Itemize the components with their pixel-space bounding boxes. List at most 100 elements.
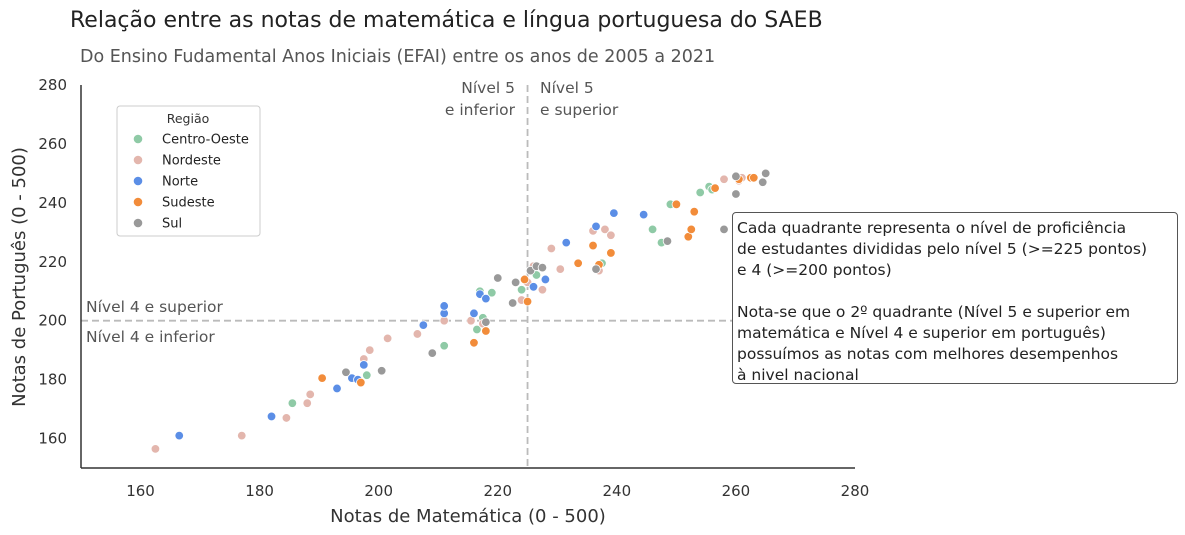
legend-label: Centro-Oeste bbox=[162, 133, 249, 148]
point-centro-oeste bbox=[287, 398, 298, 408]
y-tick-label: 240 bbox=[38, 194, 67, 212]
point-sul bbox=[481, 317, 491, 327]
point-sudeste bbox=[469, 338, 479, 348]
point-sudeste bbox=[522, 296, 533, 307]
point-nordeste bbox=[302, 398, 312, 408]
point-nordeste bbox=[150, 444, 161, 454]
point-sul bbox=[537, 262, 548, 273]
point-sudeste bbox=[317, 373, 327, 383]
point-sudeste bbox=[588, 240, 598, 251]
x-tick-label: 180 bbox=[245, 482, 274, 500]
point-nordeste bbox=[382, 333, 393, 344]
legend-label: Norte bbox=[162, 175, 198, 190]
y-tick-label: 200 bbox=[38, 312, 67, 330]
data-points bbox=[150, 168, 771, 454]
legend-marker bbox=[133, 134, 143, 144]
point-nordeste bbox=[537, 285, 548, 295]
point-sul bbox=[731, 171, 741, 182]
legend-label: Sul bbox=[162, 217, 182, 232]
point-nordeste bbox=[719, 174, 729, 184]
point-norte bbox=[540, 274, 551, 285]
legend-marker bbox=[133, 218, 143, 228]
x-axis-label: Notas de Matemática (0 - 500) bbox=[330, 506, 606, 527]
point-norte bbox=[174, 430, 184, 441]
point-centro-oeste bbox=[647, 224, 658, 235]
annotation-nivel5-superior-line1: Nível 5 bbox=[540, 79, 594, 97]
point-nordeste bbox=[555, 264, 565, 274]
legend-label: Sudeste bbox=[162, 196, 215, 211]
annotation-note-box: Cada quadrante representa o nível de pro… bbox=[732, 212, 1178, 384]
point-sudeste bbox=[356, 377, 366, 388]
point-centro-oeste bbox=[695, 187, 705, 198]
point-sudeste bbox=[689, 206, 699, 217]
x-tick-label: 280 bbox=[841, 482, 870, 500]
point-sul bbox=[507, 298, 518, 308]
point-nordeste bbox=[606, 230, 616, 240]
point-sul bbox=[662, 236, 673, 246]
tick-labels: 160 180 200 220 240 260 280 160 180 200 220 240 260 2… bbox=[38, 76, 869, 500]
point-sul bbox=[376, 366, 387, 376]
point-norte bbox=[359, 360, 369, 370]
annotation-nivel5-inferior-line2: e inferior bbox=[445, 101, 516, 119]
point-nordeste bbox=[237, 430, 247, 441]
x-tick-label: 160 bbox=[126, 482, 155, 500]
legend-marker bbox=[133, 176, 143, 186]
point-nordeste bbox=[365, 345, 375, 355]
x-tick-label: 220 bbox=[483, 482, 512, 500]
point-sul bbox=[719, 224, 729, 235]
point-norte bbox=[528, 282, 539, 292]
point-centro-oeste bbox=[487, 288, 497, 298]
annotation-nivel5-inferior-line1: Nível 5 bbox=[461, 79, 515, 97]
y-tick-label: 220 bbox=[38, 253, 67, 271]
annotation-nivel5-superior-line2: e superior bbox=[540, 101, 619, 119]
point-centro-oeste bbox=[439, 341, 449, 351]
x-tick-label: 260 bbox=[722, 482, 751, 500]
point-norte bbox=[469, 308, 479, 319]
point-sul bbox=[493, 273, 503, 283]
point-sudeste bbox=[671, 199, 682, 210]
point-sudeste bbox=[573, 258, 583, 268]
point-norte bbox=[481, 293, 491, 304]
point-sul bbox=[341, 367, 351, 377]
legend: Região Centro-Oeste Nordeste Norte Sudeste S… bbox=[116, 105, 261, 237]
point-norte bbox=[439, 301, 449, 311]
point-centro-oeste bbox=[472, 324, 482, 335]
y-tick-label: 180 bbox=[38, 371, 67, 389]
point-sul bbox=[760, 168, 771, 179]
point-centro-oeste bbox=[516, 285, 527, 295]
point-centro-oeste bbox=[362, 370, 372, 380]
y-tick-label: 160 bbox=[38, 430, 67, 448]
x-tick-label: 200 bbox=[364, 482, 393, 500]
point-sul bbox=[510, 277, 521, 288]
point-sul bbox=[731, 189, 741, 199]
annotation-nivel4-superior: Nível 4 e superior bbox=[86, 298, 224, 316]
axes bbox=[80, 85, 855, 469]
y-tick-label: 260 bbox=[38, 135, 67, 153]
point-nordeste bbox=[600, 224, 610, 235]
point-sul bbox=[427, 348, 437, 358]
x-tick-label: 240 bbox=[603, 482, 632, 500]
point-norte bbox=[418, 320, 429, 330]
point-norte bbox=[266, 411, 277, 422]
point-norte bbox=[638, 209, 649, 220]
y-axis-label: Notas de Português (0 - 500) bbox=[9, 147, 30, 407]
point-nordeste bbox=[412, 329, 423, 339]
point-sudeste bbox=[481, 326, 491, 336]
point-sul bbox=[758, 177, 768, 187]
point-norte bbox=[561, 237, 571, 248]
chart-title: Relação entre as notas de matemática e l… bbox=[70, 8, 823, 33]
legend-title: Região bbox=[167, 111, 210, 126]
point-sudeste bbox=[749, 173, 759, 183]
point-sudeste bbox=[710, 183, 720, 193]
point-norte bbox=[609, 208, 619, 218]
point-nordeste bbox=[281, 413, 292, 423]
point-sul bbox=[591, 264, 601, 274]
legend-marker bbox=[133, 155, 143, 165]
point-norte bbox=[591, 221, 601, 232]
point-nordeste bbox=[546, 243, 557, 254]
point-sudeste bbox=[686, 224, 696, 235]
point-sudeste bbox=[519, 274, 530, 285]
legend-label: Nordeste bbox=[162, 154, 221, 169]
point-nordeste bbox=[305, 389, 315, 400]
